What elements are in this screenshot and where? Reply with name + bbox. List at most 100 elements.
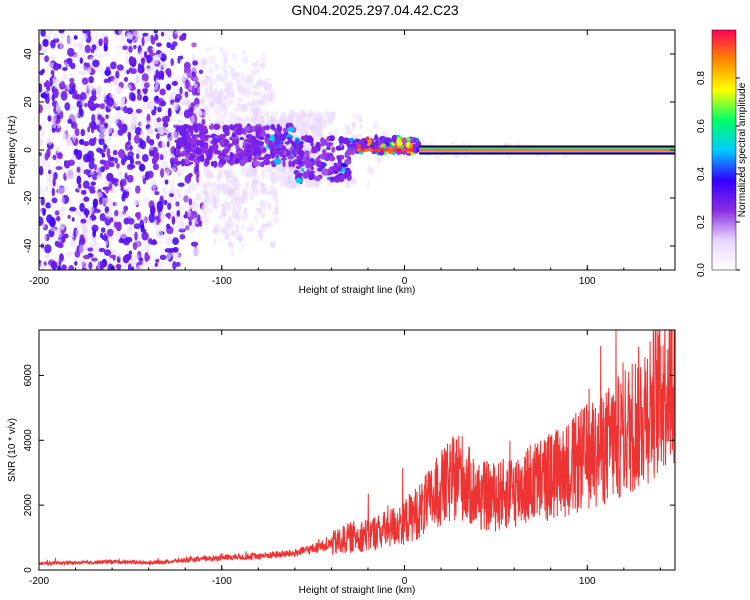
spectrogram-cell xyxy=(502,143,507,147)
spectrogram-cell xyxy=(293,169,300,175)
spectrogram-cell xyxy=(222,71,229,81)
spectrogram-cell xyxy=(86,216,92,224)
spectrogram-peak xyxy=(360,148,366,152)
spectrogram-cell xyxy=(91,44,97,51)
spectrogram-cell xyxy=(125,236,133,243)
spectrogram-cell xyxy=(194,192,203,202)
spectrogram-cell xyxy=(463,155,468,158)
spectrogram-cell xyxy=(191,146,197,151)
spectrogram-band xyxy=(356,145,675,155)
spectrogram-cell xyxy=(346,144,355,148)
spectrogram-cell xyxy=(183,195,189,203)
spectrogram-cell xyxy=(299,109,305,119)
spectrogram-cell xyxy=(200,82,205,88)
spectrogram-cell xyxy=(175,150,181,157)
spectrogram-cell xyxy=(220,114,225,123)
spectrogram-cell xyxy=(216,73,223,80)
spectrogram-cell xyxy=(264,153,272,160)
spectrogram-cell xyxy=(316,117,322,123)
spectrogram-cell xyxy=(280,157,287,161)
spectrogram-cell xyxy=(236,97,244,102)
spectrogram-cell xyxy=(119,180,124,188)
spectrogram-cell xyxy=(141,73,149,82)
spectrogram-cell xyxy=(54,146,61,154)
spectrogram-cell xyxy=(261,169,265,180)
spectrogram-cell xyxy=(123,205,129,212)
spectrogram-cell xyxy=(167,107,172,118)
spectrogram-cell xyxy=(147,127,154,135)
spectrogram-cell xyxy=(78,70,86,75)
x-tick-label: -200 xyxy=(29,276,49,287)
spectrogram-cell xyxy=(153,153,160,162)
spectrogram-cell xyxy=(73,41,78,49)
spectrogram-cell xyxy=(111,248,117,255)
spectrogram-cell xyxy=(134,231,138,241)
spectrogram-cell xyxy=(187,135,191,143)
spectrogram-cell xyxy=(351,121,357,127)
spectrogram-cell xyxy=(52,154,57,160)
spectrogram-cell xyxy=(162,188,166,193)
spectrogram-cell xyxy=(240,103,244,110)
spectrogram-cell xyxy=(230,249,235,257)
spectrogram-peak xyxy=(356,148,362,152)
spectrogram-cell xyxy=(235,127,243,136)
spectrogram-cell xyxy=(234,158,240,164)
spectrogram-cell xyxy=(39,152,43,157)
spectrogram-cell xyxy=(203,89,209,99)
spectrogram-cell xyxy=(83,209,90,216)
spectrogram-cell xyxy=(123,69,127,74)
spectrogram-cell xyxy=(139,163,146,172)
spectrogram-cell xyxy=(88,160,95,170)
spectrogram-cell xyxy=(164,248,172,253)
spectrogram-cell xyxy=(314,176,321,182)
spectrogram-cell xyxy=(199,154,205,163)
spectrogram-cell xyxy=(160,100,166,107)
spectrogram-cell xyxy=(152,163,159,171)
spectrogram-cell xyxy=(163,115,170,123)
spectrogram-cell xyxy=(83,196,90,202)
spectrogram-cell xyxy=(95,119,101,125)
spectrogram-cell xyxy=(329,155,336,162)
spectrogram-cell xyxy=(146,67,153,73)
spectrogram-cell xyxy=(78,183,82,189)
x-tick-label: -200 xyxy=(29,576,49,587)
spectrogram-cell xyxy=(158,127,165,135)
spectrogram-cell xyxy=(195,165,199,174)
spectrogram-cell xyxy=(204,86,212,91)
spectrogram-cell xyxy=(181,150,187,155)
spectrogram-cell xyxy=(345,126,352,136)
spectrogram-cell xyxy=(88,76,94,84)
spectrogram-cell xyxy=(167,202,172,210)
spectrogram-cell xyxy=(429,142,434,146)
spectrogram-cell xyxy=(291,149,296,155)
spectrogram-cell xyxy=(45,202,52,209)
spectrogram-cell xyxy=(39,104,43,114)
spectrogram-peak xyxy=(388,148,394,152)
spectrogram-cell xyxy=(252,156,258,162)
spectrogram-cell xyxy=(287,126,295,132)
spectrogram-cell xyxy=(55,241,63,248)
spectrogram-cell xyxy=(135,185,141,194)
spectrogram-cell xyxy=(56,231,63,239)
spectrogram-cell xyxy=(249,82,255,91)
y-tick-label: 0 xyxy=(23,147,34,153)
spectrogram-cell xyxy=(237,82,244,88)
spectrogram-cell xyxy=(123,217,130,225)
spectrogram-cell xyxy=(277,150,285,155)
spectrogram-cell xyxy=(376,157,380,166)
spectrogram-cell xyxy=(150,205,156,215)
spectrogram-cell xyxy=(79,57,83,64)
spectrogram-cell xyxy=(213,196,217,205)
y-tick-label: 40 xyxy=(23,48,34,60)
spectrogram-cell xyxy=(115,44,123,50)
spectrogram-cell xyxy=(269,144,276,149)
spectrogram-cell xyxy=(98,137,105,146)
spectrogram-cell xyxy=(103,144,108,149)
spectrogram-cell xyxy=(187,72,192,79)
spectrogram-cell xyxy=(223,109,228,117)
spectrogram-cell xyxy=(39,51,44,61)
spectrogram-cell xyxy=(122,45,128,50)
spectrogram-cell xyxy=(87,126,91,133)
spectrogram-cell xyxy=(213,237,217,245)
